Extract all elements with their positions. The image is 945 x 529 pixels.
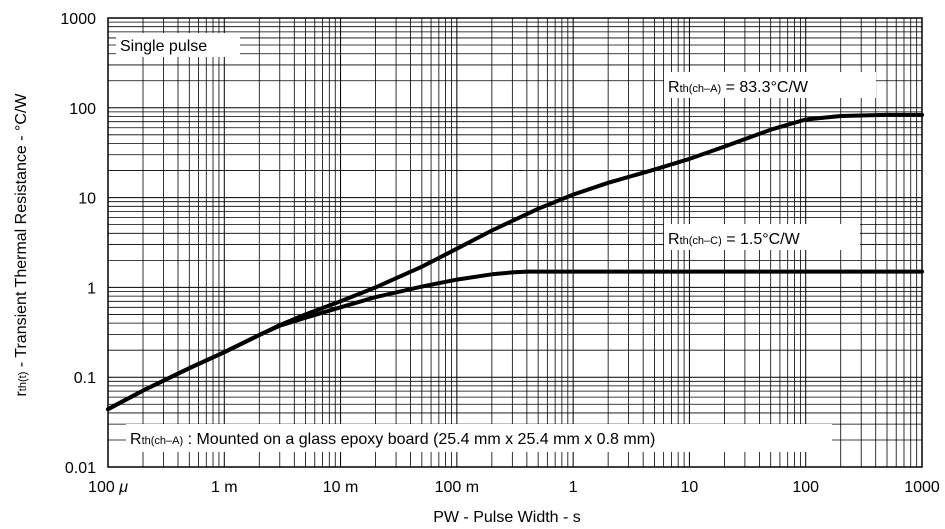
rth-a-label-bg (664, 72, 876, 98)
x-tick-label-number: 1 m (211, 479, 238, 496)
x-tick-label-number: 10 m (323, 479, 359, 496)
x-tick-label-number: 100 m (435, 479, 479, 496)
x-tick-label: 1 (569, 479, 578, 496)
x-tick-label: 1 m (211, 479, 238, 496)
x-axis-label: PW - Pulse Width - s (433, 509, 581, 526)
series-line-1 (106, 112, 924, 412)
rth-a-label-sub: th(ch–A) (680, 83, 722, 95)
y-tick-label: 10 (78, 191, 96, 208)
rth-c-label-main: R (668, 231, 680, 248)
series-line-2 (106, 269, 924, 412)
rth-a-label: Rth(ch–A) = 83.3°C/W (668, 79, 809, 96)
single-pulse-label: Single pulse (120, 38, 207, 55)
x-tick-labels: 100 μ 1 m 10 m 100 m 1 10 100 1000 (88, 479, 940, 496)
mounting-note-rest: : Mounted on a glass epoxy board (25.4 m… (183, 431, 655, 448)
x-tick-label-number: 1 (569, 479, 578, 496)
rth-c-label: Rth(ch–C) = 1.5°C/W (668, 231, 801, 248)
y-tick-label: 1000 (60, 11, 96, 28)
rth-c-label-sub: th(ch–C) (680, 235, 722, 247)
mounting-note: Rth(ch–A) : Mounted on a glass epoxy boa… (130, 431, 655, 448)
x-tick-label: 100 μ (88, 479, 128, 496)
x-tick-label: 100 m (435, 479, 479, 496)
series-layer (106, 112, 924, 412)
y-tick-label: 100 (69, 101, 96, 118)
rth-a-label-main: R (668, 79, 680, 96)
rth-c-label-value: = 1.5°C/W (722, 231, 801, 248)
mounting-note-main: R (130, 431, 142, 448)
y-axis-label-sub: th(t) (17, 372, 29, 392)
y-tick-label: 1 (87, 280, 96, 297)
x-tick-label-number: 10 (681, 479, 699, 496)
x-tick-label-number: 1000 (904, 479, 940, 496)
x-tick-label: 10 (681, 479, 699, 496)
y-tick-label: 0.01 (65, 460, 96, 477)
x-tick-label-number: 100 (792, 479, 819, 496)
rth-c-label-bg (664, 224, 860, 250)
mounting-note-bg (126, 424, 832, 452)
single-pulse-label-bg (116, 33, 240, 57)
rth-a-label-value: = 83.3°C/W (721, 79, 809, 96)
y-axis-label-main: r (13, 391, 30, 397)
plot-frame (107, 17, 923, 468)
x-tick-label: 1000 (904, 479, 940, 496)
y-tick-label: 0.1 (74, 370, 96, 387)
y-tick-labels: 0.01 0.1 1 10 100 1000 (60, 11, 96, 477)
x-tick-label: 10 m (323, 479, 359, 496)
x-tick-label: 100 (792, 479, 819, 496)
x-tick-label-unit: μ (118, 479, 128, 496)
y-axis-label-rest: - Transient Thermal Resistance - °C/W (13, 93, 30, 372)
x-tick-label-number: 100 (88, 479, 119, 496)
y-axis-label: rth(t) - Transient Thermal Resistance - … (13, 93, 30, 397)
grid-lines (108, 18, 922, 467)
mounting-note-sub: th(ch–A) (142, 435, 184, 447)
